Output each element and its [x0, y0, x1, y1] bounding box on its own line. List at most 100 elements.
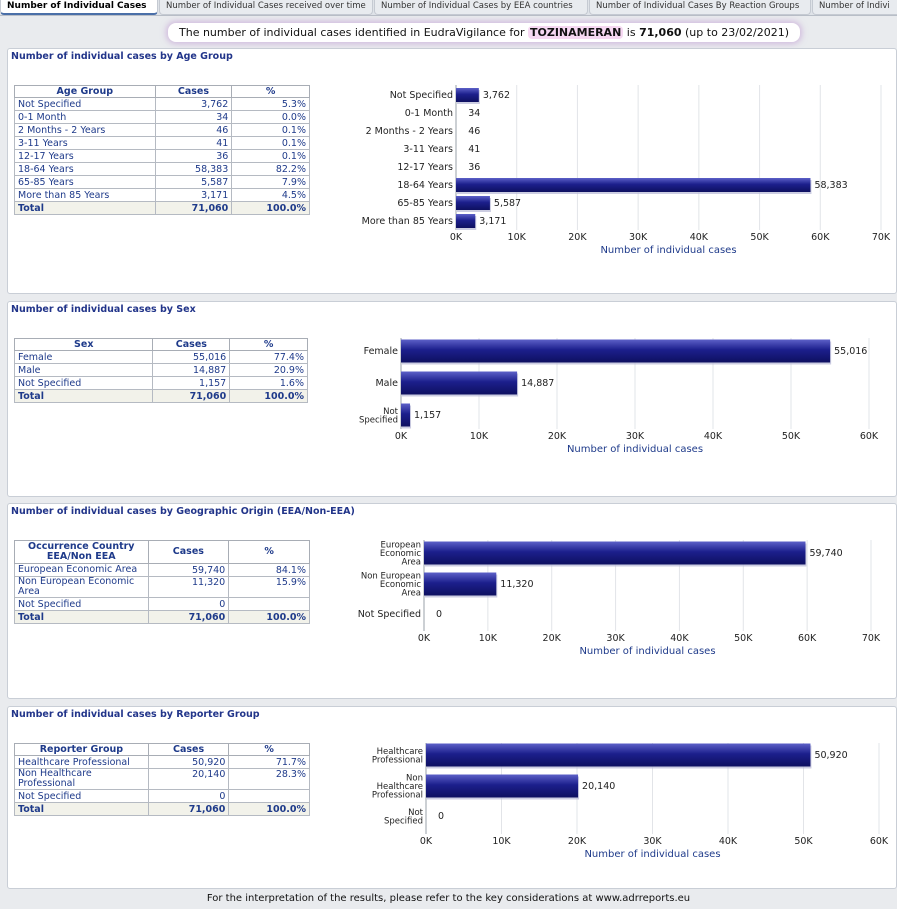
x-tick-label: 60K: [798, 633, 817, 644]
summary-banner: The number of individual cases identifie…: [168, 23, 800, 42]
bar: [424, 572, 497, 596]
x-tick-label: 40K: [704, 431, 723, 442]
table-row: 65-85 Years 5,587 7.9%: [14, 175, 310, 189]
table-cell: Total: [14, 201, 156, 215]
x-tick-label: 0K: [418, 633, 431, 644]
table-cell: 100.0%: [231, 201, 310, 215]
x-tick-label: 60K: [811, 232, 830, 243]
table-total-row: Total 71,060 100.0%: [14, 802, 310, 816]
value-label: 46: [468, 126, 480, 137]
table-row: More than 85 Years 3,171 4.5%: [14, 188, 310, 202]
bar: [456, 214, 476, 228]
x-tick-label: 0K: [395, 431, 408, 442]
reporter-group-title: Number of individual cases by Reporter G…: [11, 709, 260, 720]
bar: [424, 541, 806, 565]
value-label: 14,887: [521, 378, 554, 389]
table-total-row: Total 71,060 100.0%: [14, 201, 310, 215]
col-header: Cases: [147, 743, 230, 756]
category-label: Female: [364, 346, 399, 357]
table-cell: Total: [14, 802, 149, 816]
category-label: Economic: [380, 549, 421, 559]
tab-bar: Number of Individual Cases Number of Ind…: [0, 0, 897, 16]
value-label: 36: [468, 162, 480, 173]
table-cell: 100.0%: [229, 389, 308, 403]
category-label: 2 Months - 2 Years: [366, 126, 453, 137]
banner-prefix: The number of individual cases identifie…: [179, 26, 528, 39]
table-cell: 100.0%: [228, 802, 310, 816]
value-label: 20,140: [582, 781, 615, 792]
reporter-group-table: Reporter Group Cases % Healthcare Profes…: [14, 743, 310, 816]
sex-chart: 0K 10K 20K 30K 40K 50K 60K Number of individual…: [359, 338, 879, 455]
category-label: 18-64 Years: [397, 180, 453, 191]
table-row: Non Healthcare Professional 20,140 28.3%: [14, 768, 310, 790]
tab-cases-by-eea-countries[interactable]: Number of Individual Cases by EEA countr…: [374, 0, 588, 15]
x-tick-label: 10K: [470, 431, 489, 442]
col-header: Occurrence Country EEA/Non EEA: [14, 540, 149, 564]
geographic-origin-panel: Number of individual cases by Geographic…: [7, 503, 897, 699]
x-tick-label: 50K: [734, 633, 753, 644]
table-header-row: Reporter Group Cases %: [14, 743, 310, 756]
table-cell: 100.0%: [228, 610, 310, 624]
age-group-table: Age Group Cases % Not Specified 3,762 5.3%…: [14, 85, 310, 215]
table-row: European Economic Area 59,740 84.1%: [14, 563, 310, 577]
bar: [401, 403, 411, 427]
x-axis-label: Number of individual cases: [567, 444, 703, 455]
x-tick-label: 0K: [450, 232, 463, 243]
value-label: 11,320: [500, 579, 533, 590]
x-tick-label: 30K: [629, 232, 648, 243]
bar: [456, 178, 811, 192]
x-tick-label: 20K: [548, 431, 567, 442]
value-label: 5,587: [494, 198, 521, 209]
col-header: Sex: [13, 338, 154, 351]
category-label: Specified: [384, 816, 423, 826]
bar: [426, 774, 579, 798]
col-header: %: [228, 540, 310, 564]
x-tick-label: 60K: [860, 431, 879, 442]
geographic-origin-title: Number of individual cases by Geographic…: [11, 506, 355, 517]
x-tick-label: 10K: [508, 232, 527, 243]
category-label: Economic: [380, 580, 421, 590]
x-tick-label: 40K: [719, 836, 738, 847]
x-tick-label: 20K: [543, 633, 562, 644]
bar: [401, 371, 518, 395]
table-cell: Total: [13, 389, 154, 403]
x-tick-label: 50K: [782, 431, 801, 442]
x-tick-label: 20K: [568, 836, 587, 847]
footer-note: For the interpretation of the results, p…: [206, 893, 691, 904]
x-tick-label: 30K: [606, 633, 625, 644]
product-name: TOZINAMERAN: [527, 26, 624, 39]
value-label: 50,920: [814, 750, 847, 761]
category-label: Area: [401, 589, 421, 599]
x-tick-label: 30K: [643, 836, 662, 847]
table-cell: 71,060: [147, 610, 230, 624]
category-label: Professional: [372, 791, 423, 801]
category-label: Non: [406, 774, 423, 784]
col-header: Reporter Group: [14, 743, 149, 756]
table-cell: 84.1%: [228, 563, 310, 577]
category-label: 12-17 Years: [397, 162, 453, 173]
tab-cases-by-reaction-groups[interactable]: Number of Individual Cases By Reaction G…: [589, 0, 811, 15]
x-tick-label: 10K: [492, 836, 511, 847]
category-label: More than 85 Years: [362, 216, 453, 227]
sex-table: Sex Cases % Female 55,016 77.4% Male 14,887…: [13, 338, 308, 403]
value-label: 1,157: [414, 410, 441, 421]
geographic-origin-table: Occurrence Country EEA/Non EEA Cases % E…: [14, 540, 310, 624]
bar: [456, 196, 490, 210]
bar: [456, 88, 479, 102]
age-group-panel: Number of individual cases by Age Group …: [7, 48, 897, 294]
tab-more[interactable]: Number of Indivi: [812, 0, 897, 15]
geographic-origin-chart: 0K 10K 20K 30K 40K 50K 60K 70K Number of individ…: [358, 540, 881, 657]
reporter-group-panel: Number of individual cases by Reporter G…: [7, 706, 897, 889]
category-label: Not: [408, 808, 424, 818]
tab-cases-over-time[interactable]: Number of Individual Cases received over…: [159, 0, 373, 15]
value-label: 41: [468, 144, 480, 155]
category-label: Healthcare: [377, 782, 423, 792]
x-tick-label: 20K: [568, 232, 587, 243]
category-label: 0-1 Month: [405, 108, 453, 119]
category-label: Not: [383, 407, 399, 417]
tab-number-of-individual-cases[interactable]: Number of Individual Cases: [0, 0, 158, 15]
table-cell: 71,060: [154, 201, 233, 215]
x-tick-label: 70K: [872, 232, 891, 243]
value-label: 55,016: [834, 346, 867, 357]
table-header-row: Age Group Cases %: [14, 85, 310, 98]
